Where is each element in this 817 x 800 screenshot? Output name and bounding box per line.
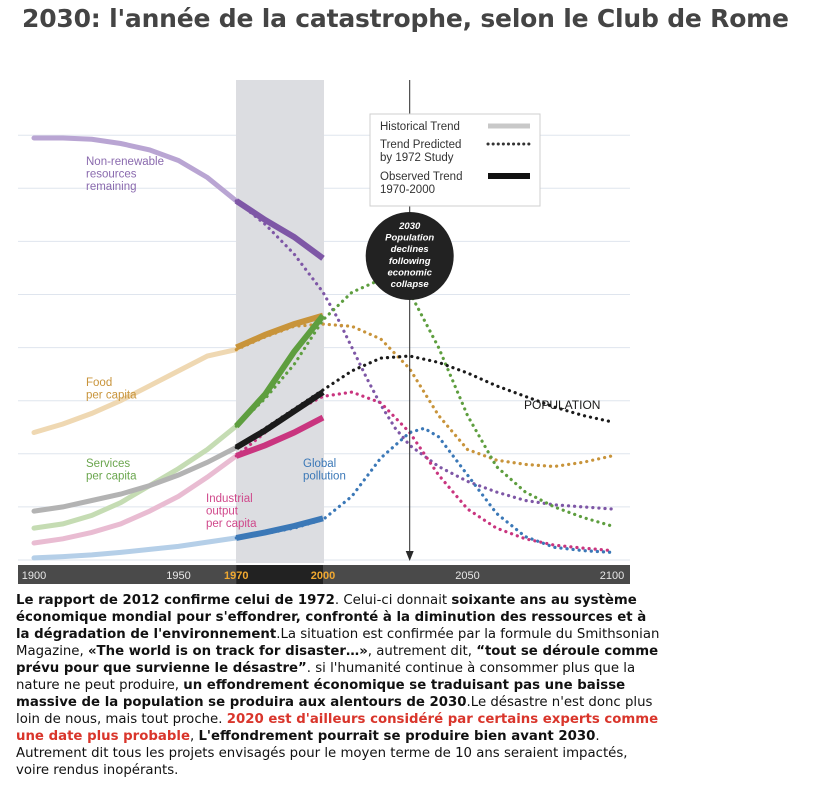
historical-trend-lines (31, 135, 239, 561)
historical-line-non-renewable-resources-remaining (31, 135, 239, 204)
x-axis-ticks: 1900 1950 1970 2000 2050 2100 (22, 570, 624, 582)
x-axis-band-highlight (236, 565, 323, 584)
legend-label: Observed Trend (380, 171, 462, 183)
annotation-2030: 2030Populationdeclinesfollowingeconomicc… (365, 212, 454, 300)
x-tick-label: 1970 (224, 570, 248, 582)
observed-line-food-per-capita (235, 312, 324, 351)
legend-box (369, 113, 541, 207)
series-label: pollution (303, 471, 346, 483)
observed-line-population (234, 389, 325, 450)
article-lead: Le rapport de 2012 confirme celui de 197… (16, 593, 335, 608)
annotation-text: 2030 (398, 221, 421, 232)
article-text: Le rapport de 2012 confirme celui de 197… (16, 593, 660, 778)
annotation-bubble (365, 212, 454, 300)
legend-label: Trend Predicted (380, 139, 461, 151)
historical-line-global-pollution (31, 535, 239, 561)
x-tick-label: 2100 (600, 570, 624, 582)
series-label: per capita (86, 471, 137, 483)
x-tick-label: 1900 (22, 570, 46, 582)
series-label: per capita (206, 518, 257, 530)
historical-line-population (31, 444, 239, 514)
observed-line-services-per-capita (234, 313, 326, 429)
series-label: POPULATION (524, 398, 600, 412)
observed-line-global-pollution (235, 515, 324, 541)
annotation-text: following (389, 256, 431, 267)
x-tick-label: 2050 (455, 570, 479, 582)
legend-label: Historical Trend (380, 121, 460, 133)
annotation-text: Population (385, 233, 434, 244)
page-title: 2030: l'année de la catastrophe, selon l… (22, 4, 789, 33)
observed-trend-lines (234, 198, 326, 541)
series-label: resources (86, 169, 137, 181)
year-2030-arrow-icon (405, 551, 414, 561)
series-label: Global (303, 458, 336, 470)
x-tick-label: 1950 (166, 570, 190, 582)
historical-line-services-per-capita (31, 423, 239, 531)
highlight-text: 2020 est d'ailleurs considéré par certai… (16, 712, 659, 744)
annotation-text: economic (388, 267, 433, 278)
observed-line-non-renewable-resources-remaining (234, 198, 325, 261)
x-tick-label: 2000 (311, 570, 335, 582)
series-label: Food (86, 377, 112, 389)
series-label: Non-renewable (86, 156, 164, 168)
predicted-line-population (234, 354, 614, 449)
x-axis-band (18, 565, 630, 584)
legend-label: by 1972 Study (380, 152, 454, 164)
series-label: output (206, 506, 239, 518)
annotation-text: collapse (391, 279, 430, 290)
observed-line-industrial-output-per-capita (235, 414, 325, 459)
series-label: Services (86, 458, 130, 470)
predicted-line-food-per-capita (234, 322, 614, 469)
annotation-text: declines (391, 244, 429, 255)
historical-line-industrial-output-per-capita (31, 453, 239, 546)
historical-line-food-per-capita (31, 347, 239, 435)
series-label: Industrial (206, 493, 253, 505)
legend-label: 1970-2000 (380, 184, 435, 196)
series-label: per capita (86, 390, 137, 402)
predicted-line-non-renewable-resources-remaining (234, 199, 614, 511)
series-label: remaining (86, 181, 137, 193)
